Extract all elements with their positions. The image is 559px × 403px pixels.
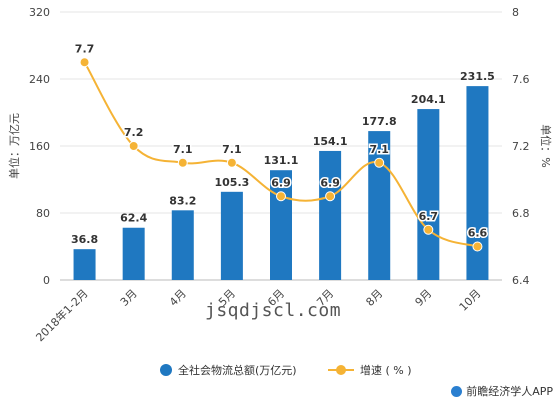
y2-tick-label: 6.8 [512, 207, 530, 220]
y2-tick-label: 7.2 [512, 140, 530, 153]
legend-bar-label: 全社会物流总额(万亿元) [178, 364, 297, 377]
brand-logo-icon [451, 385, 463, 397]
bar-value-label: 36.8 [71, 233, 98, 246]
line-value-label: 6.9 [271, 176, 291, 189]
y2-tick-label: 6.4 [512, 274, 530, 287]
line-point [374, 157, 385, 168]
bar-value-label: 83.2 [169, 194, 196, 207]
legend-line-marker-icon [328, 364, 354, 376]
x-tick-label: 10月 [457, 287, 484, 314]
bar [122, 227, 145, 280]
line-point [325, 191, 336, 202]
x-tick-label: 2018年1-2月 [33, 286, 91, 344]
bar-value-label: 131.1 [264, 154, 299, 167]
bar [319, 150, 342, 280]
line-point [177, 157, 188, 168]
bar-value-label: 62.4 [120, 212, 147, 225]
line-point [226, 157, 237, 168]
bar-value-label: 154.1 [313, 135, 348, 148]
y-tick-label: 0 [43, 274, 50, 287]
y-tick-label: 80 [36, 207, 50, 220]
source-credit: 前瞻经济学人APP [451, 383, 553, 399]
legend-item-bar[interactable]: 全社会物流总额(万亿元) [160, 362, 297, 378]
line-value-label: 6.9 [320, 176, 340, 189]
bar-value-label: 105.3 [214, 176, 249, 189]
legend-item-line[interactable]: 增速 ( % ) [328, 362, 412, 378]
line-value-label: 7.7 [75, 42, 95, 55]
line-value-label: 7.1 [173, 143, 193, 156]
bar [171, 210, 194, 280]
line-value-label: 7.1 [369, 143, 389, 156]
line-point [79, 57, 90, 68]
line-value-label: 7.2 [124, 126, 144, 139]
x-tick-label: 8月 [363, 287, 385, 309]
legend: 全社会物流总额(万亿元) 增速 ( % ) [0, 362, 559, 382]
bar-value-label: 177.8 [362, 115, 397, 128]
source-label: 前瞻经济学人APP [466, 385, 553, 398]
y-tick-label: 160 [29, 140, 50, 153]
y-tick-label: 240 [29, 73, 50, 86]
line-point [472, 241, 483, 252]
line-value-label: 6.6 [468, 227, 488, 240]
y2-tick-label: 7.6 [512, 73, 530, 86]
line-point [276, 191, 286, 202]
y2-tick-label: 8 [512, 6, 519, 19]
bar [417, 109, 440, 280]
x-tick-label: 4月 [167, 287, 189, 309]
bar-value-label: 231.5 [460, 70, 495, 83]
line-value-label: 6.7 [419, 210, 439, 223]
bar [368, 131, 391, 280]
bar-value-label: 204.1 [411, 93, 446, 106]
bar [220, 191, 243, 280]
y2-axis-title: 单位：% [539, 124, 553, 167]
watermark-text: jsqdjscl.com [205, 300, 342, 321]
line-point [128, 141, 139, 151]
bar [73, 249, 96, 280]
y-axis-title: 单位：万亿元 [7, 113, 21, 179]
legend-bar-marker-icon [160, 364, 172, 376]
line-point [423, 224, 434, 235]
line-value-label: 7.1 [222, 143, 242, 156]
x-tick-label: 3月 [118, 287, 140, 309]
bar [466, 86, 489, 281]
y-tick-label: 320 [29, 6, 50, 19]
x-tick-label: 9月 [413, 287, 435, 309]
legend-line-label: 增速 ( % ) [360, 364, 412, 377]
